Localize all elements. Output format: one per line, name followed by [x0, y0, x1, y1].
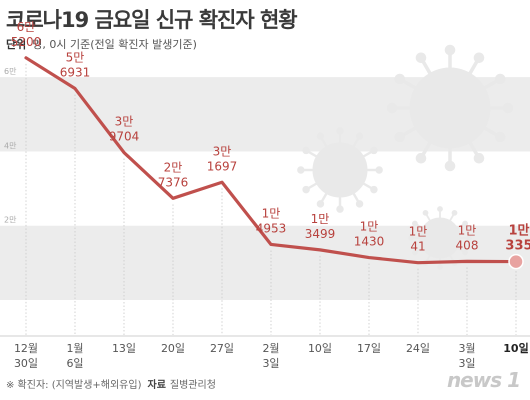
data-label-3-line-0: 2만 [164, 160, 183, 174]
series-line-group [24, 56, 518, 265]
source-text: 질병관리청 [169, 380, 216, 391]
y-tick-label-0: 6만 [4, 67, 17, 76]
data-label-0-line-1: 5200 [11, 35, 42, 49]
x-tick-label-3: 20일 [161, 341, 185, 355]
footnote: ※ 확진자: (지역발생+해외유입) [6, 380, 142, 391]
virus-decorations [297, 44, 514, 270]
x-tick-label-1-line-0: 1월 [66, 342, 83, 355]
series-line [24, 56, 518, 265]
data-points [508, 253, 524, 270]
x-tick-label-2: 13일 [112, 341, 136, 355]
data-label-1-line-1: 6931 [60, 66, 91, 80]
x-tick-label-5-line-0: 2월 [262, 342, 279, 355]
y-tick-label-1: 4만 [4, 141, 17, 150]
x-tick-label-1-line-1: 6일 [66, 356, 83, 370]
data-label-7-line-0: 1만 [360, 220, 379, 234]
data-label-10-line-1: 335 [505, 239, 530, 254]
data-label-2-line-0: 3만 [115, 115, 134, 129]
unit-label: 단위 [6, 38, 27, 51]
data-labels: 6만52005만69313만97042만73763만16971만49531만34… [11, 20, 530, 254]
x-tick-label-10-line-0: 10일 [503, 341, 528, 355]
x-guide-lines [0, 63, 530, 337]
x-tick-label-9-line-1: 3일 [458, 356, 475, 370]
data-label-2-line-1: 9704 [109, 130, 140, 144]
data-label-6-line-0: 1만 [311, 212, 330, 226]
virus-decoration-1 [297, 127, 383, 213]
news1-logo: news 1 [446, 368, 521, 392]
data-label-1-line-0: 5만 [66, 51, 85, 65]
chart-title: 코로나19 금요일 신규 확진자 현황 [6, 8, 298, 32]
unit-text: 명, 0시 기준(전일 확진자 발생기준) [32, 38, 197, 51]
x-tick-label-6-line-0: 10일 [308, 341, 332, 355]
x-tick-label-7: 17일 [357, 341, 381, 355]
virus-decoration-0 [386, 44, 514, 172]
data-label-0-line-0: 6만 [17, 20, 36, 34]
y-axis-ticks: 6만 4만 2만 [4, 67, 17, 225]
source-label: 자료 [147, 380, 166, 391]
data-label-5-line-0: 1만 [262, 206, 281, 220]
x-tick-label-4: 27일 [210, 341, 234, 355]
x-tick-label-9-line-0: 3월 [458, 342, 475, 355]
data-label-4-line-0: 3만 [213, 144, 232, 158]
x-tick-label-6: 10일 [308, 341, 332, 355]
data-label-8-line-1: 41 [410, 240, 425, 254]
x-tick-label-7-line-0: 17일 [357, 341, 381, 355]
data-label-4-line-1: 1697 [207, 159, 238, 173]
x-tick-label-5-line-1: 3일 [262, 356, 279, 370]
data-label-9-line-1: 408 [456, 238, 479, 252]
y-tick-label-2: 2만 [4, 216, 17, 225]
x-tick-label-3-line-0: 20일 [161, 341, 185, 355]
x-tick-label-0-line-0: 12월 [14, 342, 38, 355]
x-tick-label-2-line-0: 13일 [112, 341, 136, 355]
data-label-3-line-1: 7376 [158, 175, 189, 189]
x-tick-label-8-line-0: 24일 [406, 341, 430, 355]
data-label-7-line-1: 1430 [354, 235, 385, 249]
x-tick-label-0-line-1: 30일 [14, 356, 38, 370]
x-tick-label-10: 10일 [503, 341, 528, 355]
footer-note: ※ 확진자: (지역발생+해외유입) 자료 질병관리청 [6, 376, 216, 391]
data-label-8-line-0: 1만 [409, 225, 428, 239]
data-label-10-line-0: 1만 [508, 223, 529, 239]
data-label-9-line-0: 1만 [458, 223, 477, 237]
x-tick-label-8: 24일 [406, 341, 430, 355]
data-label-6-line-1: 3499 [305, 227, 336, 241]
unit-note: 단위 명, 0시 기준(전일 확진자 발생기준) [6, 36, 197, 52]
data-label-5-line-1: 4953 [256, 221, 287, 235]
last-point-marker [508, 253, 524, 270]
x-tick-label-4-line-0: 27일 [210, 341, 234, 355]
